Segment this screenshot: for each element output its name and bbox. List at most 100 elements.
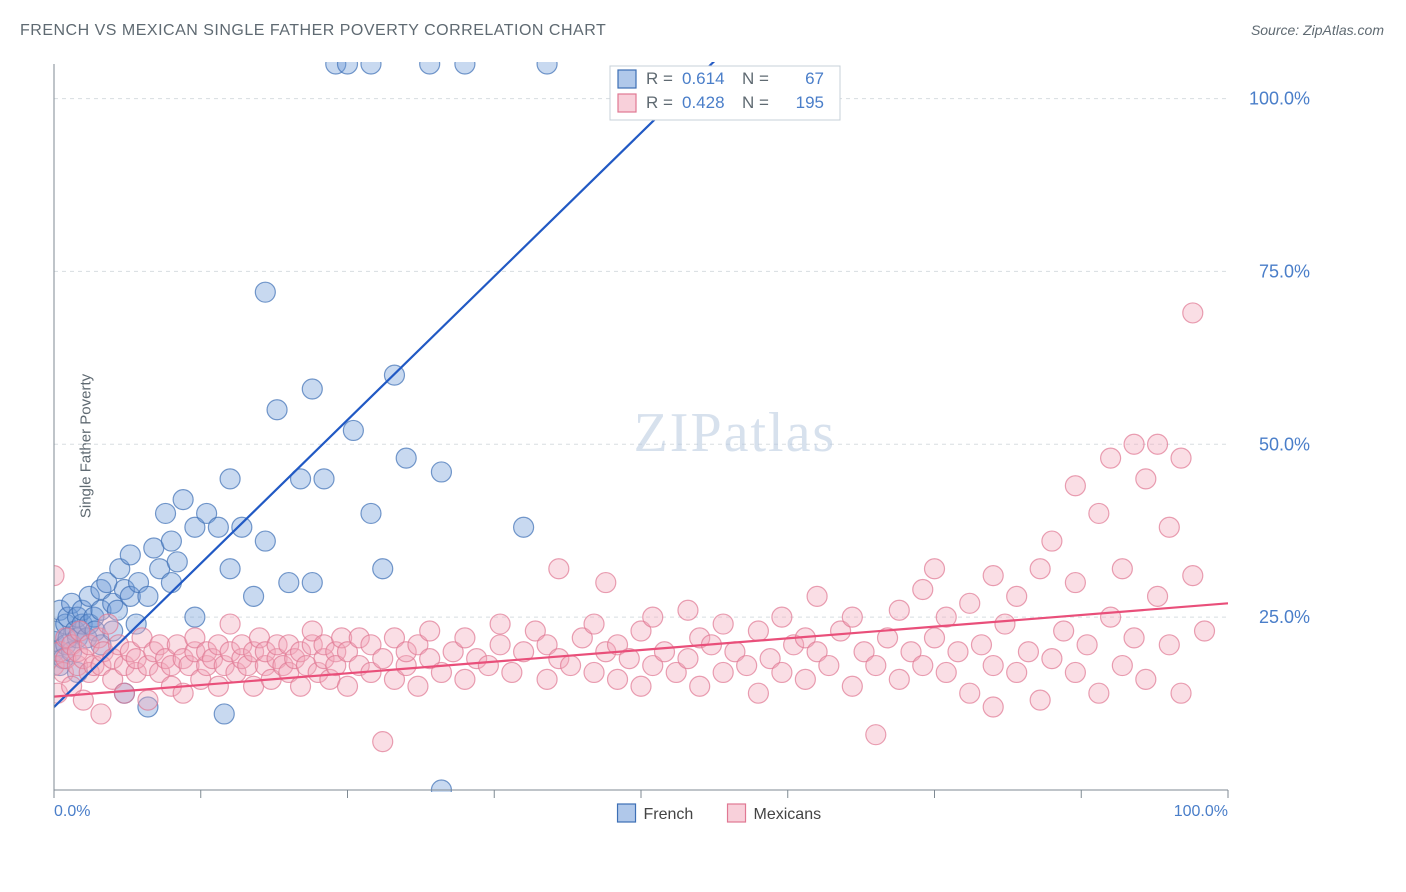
data-point — [748, 621, 768, 641]
data-point — [408, 676, 428, 696]
data-point — [643, 607, 663, 627]
data-point — [161, 573, 181, 593]
data-point — [983, 566, 1003, 586]
data-point — [889, 600, 909, 620]
data-point — [1136, 669, 1156, 689]
data-point — [502, 662, 522, 682]
data-point — [161, 531, 181, 551]
legend-r-value: 0.428 — [682, 93, 725, 112]
data-point — [156, 503, 176, 523]
data-point — [373, 559, 393, 579]
data-point — [167, 552, 187, 572]
data-point — [971, 635, 991, 655]
data-point — [678, 649, 698, 669]
data-point — [807, 586, 827, 606]
legend-swatch-bottom — [728, 804, 746, 822]
data-point — [1195, 621, 1215, 641]
data-point — [396, 448, 416, 468]
legend-label-bottom: Mexicans — [754, 806, 822, 823]
data-point — [208, 676, 228, 696]
data-point — [713, 614, 733, 634]
legend-swatch — [618, 70, 636, 88]
data-point — [1159, 517, 1179, 537]
legend-n-value: 67 — [805, 69, 824, 88]
data-point — [514, 517, 534, 537]
data-point — [537, 58, 557, 74]
data-point — [455, 669, 475, 689]
y-tick-label: 50.0% — [1259, 434, 1310, 454]
data-point — [1171, 683, 1191, 703]
data-point — [549, 559, 569, 579]
data-point — [267, 400, 287, 420]
data-point — [1124, 628, 1144, 648]
data-point — [138, 690, 158, 710]
legend-n-label: N = — [742, 69, 769, 88]
data-point — [1112, 656, 1132, 676]
data-point — [608, 669, 628, 689]
data-point — [925, 628, 945, 648]
plot-container: ZIPatlas0.0%100.0%25.0%50.0%75.0%100.0%R… — [50, 58, 1390, 848]
legend-r-value: 0.614 — [682, 69, 725, 88]
data-point — [455, 628, 475, 648]
data-point — [936, 662, 956, 682]
data-point — [314, 469, 334, 489]
data-point — [960, 683, 980, 703]
data-point — [1077, 635, 1097, 655]
data-point — [361, 58, 381, 74]
data-point — [1136, 469, 1156, 489]
data-point — [1089, 503, 1109, 523]
data-point — [631, 676, 651, 696]
stats-legend: R =0.614N =67R =0.428N =195 — [610, 66, 840, 120]
data-point — [1183, 303, 1203, 323]
data-point — [490, 635, 510, 655]
data-point — [431, 462, 451, 482]
data-point — [1007, 662, 1027, 682]
data-point — [748, 683, 768, 703]
data-point — [138, 586, 158, 606]
data-point — [185, 607, 205, 627]
data-point — [1065, 573, 1085, 593]
data-point — [584, 614, 604, 634]
data-point — [866, 656, 886, 676]
data-point — [948, 642, 968, 662]
data-point — [960, 593, 980, 613]
data-point — [596, 573, 616, 593]
data-point — [279, 573, 299, 593]
data-point — [1054, 621, 1074, 641]
data-point — [338, 58, 358, 74]
data-point — [983, 656, 1003, 676]
y-tick-label: 25.0% — [1259, 607, 1310, 627]
legend-r-label: R = — [646, 93, 673, 112]
data-point — [1030, 559, 1050, 579]
data-point — [373, 649, 393, 669]
data-point — [842, 676, 862, 696]
data-point — [220, 614, 240, 634]
data-point — [220, 559, 240, 579]
data-point — [713, 662, 733, 682]
data-point — [1065, 662, 1085, 682]
data-point — [913, 656, 933, 676]
data-point — [1112, 559, 1132, 579]
trendline-ext-french — [711, 58, 817, 64]
data-point — [1042, 649, 1062, 669]
data-point — [343, 420, 363, 440]
data-point — [1030, 690, 1050, 710]
trendline-french — [54, 64, 711, 707]
data-point — [120, 545, 140, 565]
x-tick-label: 0.0% — [54, 803, 90, 820]
data-point — [1007, 586, 1027, 606]
data-point — [678, 600, 698, 620]
data-point — [819, 656, 839, 676]
data-point — [420, 58, 440, 74]
data-point — [214, 704, 234, 724]
source-credit: Source: ZipAtlas.com — [1251, 22, 1384, 38]
data-point — [338, 676, 358, 696]
data-point — [490, 614, 510, 634]
data-point — [889, 669, 909, 689]
data-point — [420, 621, 440, 641]
source-value: ZipAtlas.com — [1303, 22, 1384, 38]
data-point — [478, 656, 498, 676]
data-point — [690, 676, 710, 696]
data-point — [866, 725, 886, 745]
legend-label-bottom: French — [644, 806, 694, 823]
